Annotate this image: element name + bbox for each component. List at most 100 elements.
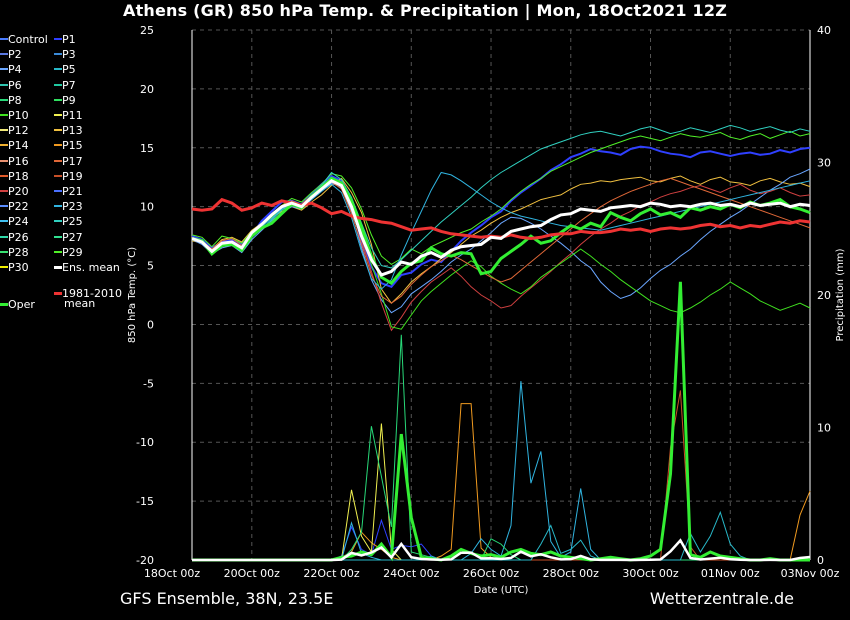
legend-swatch [54,235,62,238]
legend-swatch [54,190,62,192]
precip-line-p23 [192,381,810,561]
legend-item-p17: P17 [54,154,83,168]
x-tick-label: 28Oct 00z [543,567,600,580]
legend-item-p4: P4 [0,64,22,76]
legend: Control P1 P2 P3 P4 P5 P6 P7 P8 P9 P10 P11 P12 P13 P14… [0,0,135,330]
temp-line-p4 [191,168,811,314]
legend-label: P4 [8,63,22,77]
legend-label: P17 [62,154,83,168]
legend-swatch [54,250,62,253]
legend-label: P2 [8,48,22,62]
x-axis-label: Date (UTC) [474,585,529,596]
legend-label: P19 [62,169,83,183]
legend-item-p22: P22 [0,201,29,213]
legend-item-p29: P29 [54,246,83,259]
legend-label: P14 [8,139,29,153]
legend-item-p19: P19 [54,169,83,183]
legend-item-p16: P16 [0,154,29,168]
x-tick-label: 03Nov 00z [781,567,840,580]
legend-item-p14: P14 [0,140,29,152]
legend-item-p18: P18 [0,169,29,183]
legend-item-oper: Oper [0,299,35,311]
legend-swatch [54,265,62,269]
legend-item-p7: P7 [54,78,76,92]
legend-item-clim-mean: 1981-2010 [54,288,122,300]
legend-swatch [0,250,8,253]
legend-label: P5 [62,63,76,77]
legend-swatch [54,205,62,208]
legend-item-p5: P5 [54,64,76,76]
y-tick-label-left: 20 [140,83,154,96]
legend-label: P26 [8,230,29,244]
legend-swatch [0,38,8,40]
legend-swatch [54,129,62,132]
legend-swatch [54,174,62,177]
y-tick-label-right: 40 [817,24,831,37]
y-axis-label-left: 850 hPa Temp. (°C) [127,247,138,343]
legend-swatch [0,302,8,306]
y-tick-label-left: -5 [143,377,154,390]
y-axis-label-right: Precipitation (mm) [835,248,846,341]
legend-label: P6 [8,78,22,92]
source-credit-footer: Wetterzentrale.de [649,589,794,608]
legend-item-p10: P10 [0,110,29,122]
legend-label: P16 [8,154,29,168]
legend-item-control: Control [0,34,48,46]
legend-swatch [0,220,8,223]
legend-swatch [0,144,8,147]
legend-item-p27: P27 [54,230,83,244]
legend-item-ens-mean: Ens. mean [54,262,120,274]
legend-item-p25: P25 [54,216,83,228]
legend-label: P1 [62,33,76,46]
legend-label: Control [8,33,48,46]
legend-swatch [0,174,8,177]
legend-item-p3: P3 [54,49,76,61]
legend-swatch [54,291,62,295]
legend-label: Oper [8,298,35,311]
legend-label: P18 [8,169,29,183]
precip-line-ens-mean [192,538,811,562]
legend-label: P25 [62,215,83,229]
legend-label: P30 [8,261,29,274]
legend-label: P8 [8,93,22,107]
x-tick-label: 24Oct 00z [383,567,440,580]
legend-item-p15: P15 [54,140,83,152]
legend-swatch [54,83,62,86]
legend-label: P23 [62,200,83,214]
legend-item-p30: P30 [0,262,29,274]
precip-line-p8 [192,334,810,561]
chart-title: Athens (GR) 850 hPa Temp. & Precipitatio… [122,1,727,20]
legend-item-p9: P9 [54,93,76,107]
legend-label: P28 [8,245,29,259]
legend-label: 1981-2010 [62,287,122,300]
legend-item-p21: P21 [54,186,83,198]
legend-label: P24 [8,215,29,229]
y-tick-label-right: 20 [817,289,831,302]
legend-label: P9 [62,93,76,107]
legend-label: P22 [8,200,29,214]
legend-swatch [54,144,62,147]
legend-swatch [0,205,8,208]
y-tick-label-left: 10 [140,201,154,214]
y-tick-label-right: 10 [817,422,831,435]
legend-swatch [54,53,62,56]
legend-label: P15 [62,139,83,153]
legend-label: P7 [62,78,76,92]
y-tick-label-left: -15 [136,495,154,508]
y-tick-label-right: 30 [817,157,831,170]
legend-label: P10 [8,109,29,122]
legend-item-clim-mean-line2: mean [64,297,96,310]
legend-swatch [0,190,8,192]
x-tick-label: 20Oct 00z [224,567,281,580]
legend-item-p20: P20 [0,186,29,198]
legend-item-p13: P13 [54,125,83,137]
legend-label: P27 [62,230,83,244]
temp-line-ens-mean [191,179,811,277]
x-tick-label: 01Nov 00z [701,567,760,580]
legend-label: Ens. mean [62,261,120,274]
y-tick-label-left: 25 [140,24,154,37]
legend-swatch [0,159,8,162]
y-tick-label-left: -10 [136,436,154,449]
legend-swatch [54,220,62,223]
